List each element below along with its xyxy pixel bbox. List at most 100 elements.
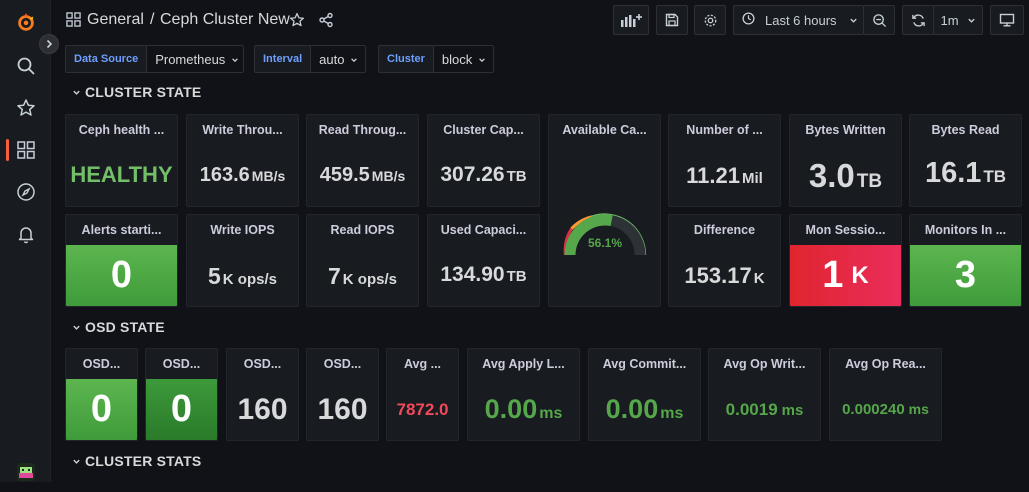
stat-value: 134.90 TB — [440, 263, 527, 286]
stat-value: 0.000240 ms — [842, 401, 929, 418]
refresh-button[interactable] — [902, 5, 934, 35]
panel-title: Available Ca... — [562, 123, 647, 137]
row-title: CLUSTER STATE — [85, 84, 202, 100]
panel-cluster-capacity[interactable]: Cluster Cap... 307.26 TB — [427, 114, 540, 207]
stat-value: 307.26 TB — [440, 163, 527, 186]
stat-value: 16.1 TB — [924, 157, 1007, 189]
panel-title: Used Capaci... — [440, 223, 527, 237]
dashboard-grid-icon — [66, 12, 81, 32]
save-dashboard-button[interactable] — [656, 5, 688, 35]
panel-used-capacity[interactable]: Used Capaci... 134.90 TB — [427, 214, 540, 307]
panel-osd-3[interactable]: OSD... 160 — [226, 348, 299, 441]
zoom-out-button[interactable] — [863, 5, 895, 35]
breadcrumb-folder[interactable]: General — [87, 11, 144, 28]
chevron-down-icon — [478, 52, 486, 67]
panel-available-capacity[interactable]: Available Ca... 56.1% — [548, 114, 661, 307]
dashboard-title[interactable]: Ceph Cluster New — [160, 11, 290, 28]
stat-value: 160 — [237, 393, 288, 426]
variable-value: block — [441, 51, 473, 67]
row-title: OSD STATE — [85, 319, 165, 335]
panel-title: OSD... — [82, 357, 121, 371]
panel-avg-op-write[interactable]: Avg Op Writ... 0.0019 ms — [708, 348, 821, 441]
breadcrumb-separator: / — [150, 11, 155, 28]
gauge-fill — [564, 214, 613, 256]
clock-icon — [742, 12, 755, 28]
panel-avg[interactable]: Avg ... 7872.0 — [386, 348, 459, 441]
starred-icon[interactable] — [0, 88, 51, 128]
time-range-label: Last 6 hours — [765, 12, 837, 28]
stat-value: 160 — [317, 393, 368, 426]
panel-write-throughput[interactable]: Write Throu... 163.6 MB/s — [186, 114, 299, 207]
panel-avg-op-read[interactable]: Avg Op Rea... 0.000240 ms — [829, 348, 942, 441]
panel-ceph-health[interactable]: Ceph health ... HEALTHY — [65, 114, 178, 207]
chevron-down-icon — [231, 52, 239, 67]
user-avatar-icon[interactable] — [0, 452, 51, 492]
panel-bytes-read[interactable]: Bytes Read 16.1 TB — [909, 114, 1022, 207]
refresh-interval-picker[interactable]: 1m — [933, 5, 983, 35]
add-panel-button[interactable] — [613, 5, 649, 35]
panel-number-of[interactable]: Number of ... 11.21 Mil — [668, 114, 781, 207]
panel-title: Bytes Written — [805, 123, 886, 137]
variable-datasource[interactable]: Data Source Prometheus — [65, 45, 245, 73]
grafana-logo-icon[interactable] — [0, 2, 51, 42]
refresh-interval-label: 1m — [940, 12, 959, 28]
time-range-picker[interactable]: Last 6 hours — [733, 5, 864, 35]
stat-value: 459.5 MB/s — [319, 164, 406, 186]
panel-difference[interactable]: Difference 153.17 K — [668, 214, 781, 307]
stat-value: 11.21 Mil — [686, 163, 763, 188]
expand-sidebar-button[interactable] — [39, 34, 59, 54]
stat-value: 0.0019 ms — [725, 400, 804, 419]
panel-title: Avg Op Writ... — [723, 357, 806, 371]
share-icon[interactable] — [318, 12, 334, 33]
variable-value: auto — [319, 51, 345, 67]
datasource-select[interactable]: Prometheus — [147, 45, 245, 73]
sidebar — [0, 0, 51, 482]
dashboard-settings-button[interactable] — [694, 5, 726, 35]
stat-value: 3.0 TB — [808, 157, 883, 194]
panel-alerts[interactable]: Alerts starti... 0 — [65, 214, 178, 307]
panel-title: OSD... — [243, 357, 282, 371]
variable-cluster[interactable]: Cluster block — [378, 45, 494, 73]
panel-bytes-written[interactable]: Bytes Written 3.0 TB — [789, 114, 902, 207]
panel-title: Avg Apply L... — [482, 357, 565, 371]
panel-title: Write Throu... — [202, 123, 283, 137]
search-icon[interactable] — [0, 46, 51, 86]
row-title: CLUSTER STATS — [85, 453, 202, 469]
chevron-down-icon — [967, 13, 976, 28]
alerting-bell-icon[interactable] — [0, 214, 51, 254]
panel-title: Mon Sessio... — [805, 223, 886, 237]
tv-mode-button[interactable] — [990, 5, 1024, 35]
chevron-down-icon — [72, 319, 81, 335]
stat-value: 0 — [146, 379, 217, 440]
interval-select[interactable]: auto — [311, 45, 367, 73]
explore-icon[interactable] — [0, 172, 51, 212]
panel-osd-4[interactable]: OSD... 160 — [306, 348, 379, 441]
chevron-down-icon — [72, 84, 81, 100]
panel-title: Write IOPS — [210, 223, 275, 237]
panel-osd-2[interactable]: OSD... 0 — [145, 348, 218, 441]
row-cluster-stats[interactable]: CLUSTER STATS — [72, 453, 201, 469]
row-osd-state[interactable]: OSD STATE — [72, 319, 165, 335]
dashboards-icon[interactable] — [0, 130, 51, 170]
cluster-select[interactable]: block — [433, 45, 494, 73]
panel-osd-1[interactable]: OSD... 0 — [65, 348, 138, 441]
variable-label: Cluster — [378, 45, 434, 73]
stat-value: 0 — [66, 379, 137, 440]
chevron-down-icon — [72, 453, 81, 469]
variable-interval[interactable]: Interval auto — [254, 45, 367, 73]
panel-title: Alerts starti... — [81, 223, 162, 237]
star-dashboard-icon[interactable] — [289, 12, 305, 33]
row-cluster-state[interactable]: CLUSTER STATE — [72, 84, 201, 100]
panel-read-throughput[interactable]: Read Throug... 459.5 MB/s — [306, 114, 419, 207]
panel-title: Number of ... — [686, 123, 763, 137]
panel-avg-commit-latency[interactable]: Avg Commit... 0.00 ms — [588, 348, 701, 441]
panel-avg-apply-latency[interactable]: Avg Apply L... 0.00 ms — [467, 348, 580, 441]
stat-value: 7872.0 — [396, 400, 449, 419]
panel-monitors-in-quorum[interactable]: Monitors In ... 3 — [909, 214, 1022, 307]
